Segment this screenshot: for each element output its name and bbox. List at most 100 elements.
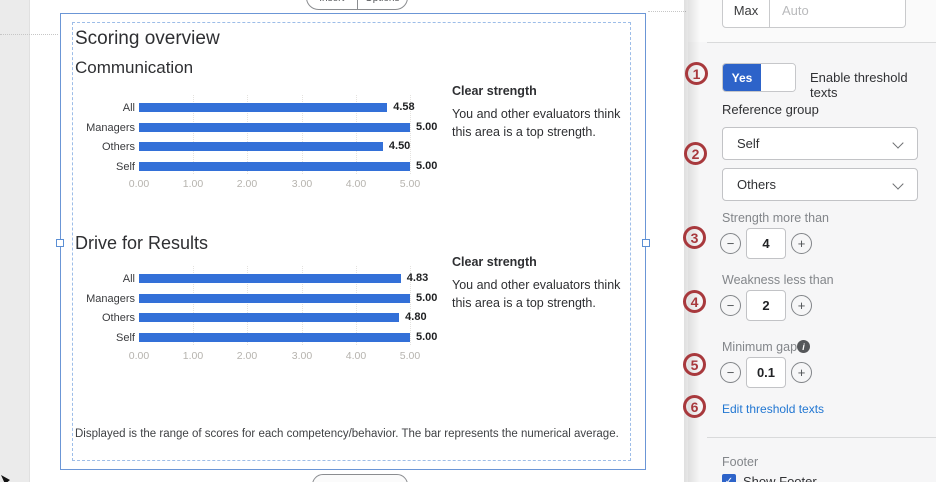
min-gap-value-input[interactable] — [746, 357, 786, 388]
bar-self — [139, 333, 410, 342]
chart1-threshold-text: Clear strength You and other evaluators … — [452, 84, 636, 141]
widget-selection-rect[interactable] — [56, 13, 650, 470]
chart1-gridlines — [139, 95, 411, 174]
chart2-row-managers: Managers 5.00 — [75, 289, 449, 308]
chart2-gridlines — [139, 266, 411, 345]
minimum-gap-label: Minimum gap — [722, 340, 798, 354]
annotation-circle-1: 1 — [685, 62, 708, 85]
toggle-no-segment[interactable] — [761, 64, 795, 91]
pill-divider — [356, 0, 358, 9]
chart2-threshold-text: Clear strength You and other evaluators … — [452, 255, 636, 312]
reference-group-label: Reference group — [722, 102, 819, 117]
bar-others — [139, 313, 400, 322]
alignment-guide — [648, 11, 686, 12]
bar-others — [139, 142, 383, 151]
bar-managers — [139, 294, 410, 303]
value-label: 4.83 — [406, 271, 429, 284]
left-gutter — [0, 0, 30, 482]
value-label: 4.50 — [388, 139, 411, 152]
chevron-down-icon — [892, 178, 904, 190]
bar-all — [139, 274, 401, 283]
value-label: 5.00 — [416, 159, 438, 172]
max-input[interactable] — [770, 0, 906, 28]
mouse-cursor — [1, 475, 10, 482]
info-icon[interactable]: i — [797, 340, 810, 353]
bar-managers — [139, 123, 410, 132]
strength-decrement-button[interactable]: − — [720, 233, 741, 254]
selected-option: Self — [737, 136, 760, 151]
resize-handle-left[interactable] — [56, 239, 64, 247]
axis-max-field-group: Max — [722, 0, 906, 28]
enable-threshold-toggle[interactable]: Yes — [722, 63, 796, 92]
category-label: Self — [116, 331, 135, 344]
category-label: Self — [116, 160, 135, 173]
annotation-circle-6: 6 — [683, 395, 706, 418]
plus-icon: + — [797, 365, 806, 380]
panel-divider — [707, 437, 936, 438]
value-label: 5.00 — [416, 120, 438, 133]
value-label: 5.00 — [416, 291, 438, 304]
annotation-circle-5: 5 — [683, 353, 706, 376]
threshold-title: Clear strength — [452, 84, 537, 98]
options-button[interactable]: Options — [358, 0, 408, 4]
category-label: Others — [101, 140, 135, 153]
reference-group-select-1[interactable]: Self — [722, 127, 918, 160]
strength-increment-button[interactable]: + — [791, 233, 812, 254]
selected-option: Others — [737, 177, 777, 192]
report-block-outline[interactable] — [72, 22, 631, 461]
minus-icon: − — [726, 236, 735, 251]
panel-divider — [707, 42, 936, 43]
show-footer-checkbox[interactable]: ✓ — [722, 474, 736, 482]
section-heading-communication: Communication — [75, 58, 194, 77]
bottom-add-pill[interactable] — [312, 474, 408, 482]
insert-button[interactable]: Insert — [307, 0, 357, 4]
chart1-row-all: All 4.58 — [75, 98, 449, 117]
weakness-increment-button[interactable]: + — [791, 295, 812, 316]
annotation-circle-3: 3 — [683, 226, 706, 249]
min-gap-decrement-button[interactable]: − — [720, 362, 741, 383]
weakness-value-input[interactable] — [746, 290, 786, 321]
check-icon: ✓ — [724, 475, 734, 482]
toggle-yes-segment[interactable]: Yes — [723, 64, 761, 91]
weakness-decrement-button[interactable]: − — [720, 295, 741, 316]
alignment-guide — [0, 34, 58, 35]
value-label: 5.00 — [416, 330, 438, 343]
strength-value-input[interactable] — [746, 228, 786, 259]
insert-options-pill[interactable]: Insert Options — [306, 0, 408, 10]
bar-self — [139, 162, 410, 171]
page-title: Scoring overview — [75, 28, 220, 49]
edit-threshold-texts-link[interactable]: Edit threshold texts — [722, 402, 825, 416]
threshold-body: You and other evaluators think this area… — [452, 278, 621, 311]
section-heading-drive-for-results: Drive for Results — [75, 233, 209, 253]
minus-icon: − — [726, 365, 735, 380]
category-label: All — [122, 101, 135, 114]
reference-group-select-2[interactable]: Others — [722, 168, 918, 201]
chart2-row-self: Self 5.00 — [75, 328, 449, 347]
minus-icon: − — [726, 298, 735, 313]
enable-threshold-label: Enable threshold texts — [810, 70, 908, 100]
footer-section-label: Footer — [722, 455, 759, 469]
category-label: Managers — [86, 121, 135, 134]
bar-all — [139, 103, 388, 112]
chart1-row-others: Others 4.50 — [75, 137, 449, 156]
min-gap-increment-button[interactable]: + — [791, 362, 812, 383]
chart2-row-all: All 4.83 — [75, 269, 449, 288]
category-label: All — [122, 272, 135, 285]
threshold-title: Clear strength — [452, 255, 537, 269]
annotation-circle-4: 4 — [683, 290, 706, 313]
plus-icon: + — [797, 236, 806, 251]
annotation-circle-2: 2 — [684, 142, 707, 165]
chevron-down-icon — [892, 137, 904, 149]
category-label: Others — [101, 311, 135, 324]
value-label: 4.80 — [405, 310, 427, 323]
value-label: 4.58 — [393, 100, 415, 113]
max-label: Max — [722, 0, 770, 28]
chart2-row-others: Others 4.80 — [75, 308, 449, 327]
plus-icon: + — [797, 298, 806, 313]
weakness-less-than-label: Weakness less than — [722, 273, 834, 287]
category-label: Managers — [86, 292, 135, 305]
resize-handle-right[interactable] — [642, 239, 650, 247]
chart1-row-self: Self 5.00 — [75, 157, 449, 176]
threshold-body: You and other evaluators think this area… — [452, 107, 621, 140]
